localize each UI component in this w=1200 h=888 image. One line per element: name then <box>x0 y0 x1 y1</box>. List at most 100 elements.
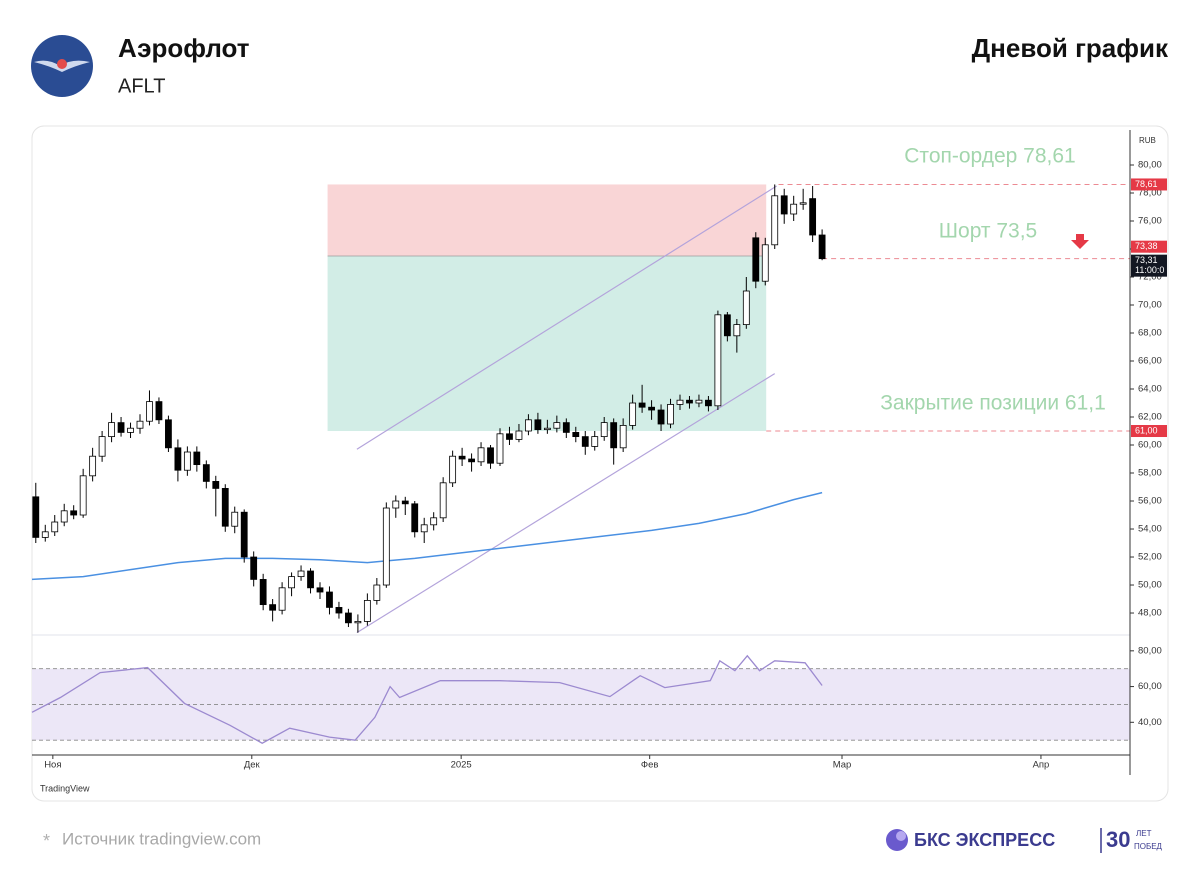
candle-body <box>610 422 618 449</box>
candle-body <box>288 576 295 589</box>
candle-body <box>316 587 324 593</box>
rsi-line <box>31 654 823 744</box>
chart-period: Дневой график <box>972 33 1169 63</box>
candle-body <box>600 422 608 438</box>
candle-body <box>809 198 817 236</box>
candle-body <box>619 425 627 449</box>
candle-body <box>174 447 182 471</box>
candle-body <box>515 430 523 440</box>
y-tick-label: 60,00 <box>1138 681 1162 692</box>
price-tag-label: 61,00 <box>1135 425 1158 435</box>
candle-body <box>771 195 779 246</box>
y-tick-label: 54,00 <box>1138 524 1162 535</box>
candle-body <box>686 399 693 404</box>
candle-body <box>32 496 40 538</box>
annotation: Стоп-ордер 78,61 <box>904 145 1075 168</box>
y-tick-label: 40,00 <box>1138 717 1162 728</box>
y-tick-label: 50,00 <box>1138 580 1162 591</box>
candle-body <box>401 500 409 505</box>
x-tick-label: Апр <box>1033 760 1050 771</box>
y-tick-label: 66,00 <box>1138 356 1162 367</box>
logo-emblem <box>57 59 67 69</box>
brand-years-bottom: ПОБЕД <box>1134 842 1163 851</box>
candle-body <box>41 531 49 538</box>
logo <box>31 35 93 97</box>
candle-body <box>212 481 220 489</box>
candle-body <box>382 507 390 586</box>
candle-body <box>818 234 826 260</box>
y-tick-label: 72,00 <box>1138 272 1162 283</box>
price-tag <box>1131 240 1167 253</box>
candle-body <box>761 244 769 282</box>
candle-body <box>146 401 153 422</box>
candle-body <box>487 447 494 464</box>
candle-body <box>525 419 532 432</box>
candle-body <box>411 503 419 533</box>
x-tick-label: Дек <box>244 760 261 771</box>
candle-body <box>449 455 457 484</box>
candle-body <box>799 202 807 205</box>
company-title: Аэрофлот <box>118 33 250 63</box>
candle-body <box>108 422 115 438</box>
position-zone <box>327 256 767 432</box>
brand-years: 30 <box>1106 827 1130 852</box>
y-tick-label: 78,00 <box>1138 188 1162 199</box>
position-zone <box>327 184 767 257</box>
candle-body <box>714 314 722 407</box>
x-tick-label: Ноя <box>44 760 61 771</box>
candle-body <box>354 621 362 624</box>
candle-body <box>98 436 106 457</box>
candle-body <box>240 511 248 558</box>
candle-body <box>705 399 712 407</box>
candle-body <box>695 399 703 404</box>
candle-body <box>733 324 741 337</box>
moving-average <box>31 491 823 581</box>
candle-body <box>79 475 87 516</box>
annotation: Закрытие позиции 61,1 <box>880 392 1106 415</box>
candle-body <box>202 464 210 482</box>
candle-body <box>553 422 561 429</box>
candle-body <box>326 591 333 608</box>
candle-body <box>420 524 428 533</box>
y-tick-label: 80,00 <box>1138 160 1162 171</box>
price-tag-label: 73,31 <box>1135 255 1158 265</box>
candle-body <box>155 401 163 421</box>
annotation: Шорт 73,5 <box>939 220 1037 243</box>
candle-body <box>117 422 125 433</box>
candle-body <box>562 422 570 433</box>
y-tick-label: 76,00 <box>1138 216 1162 227</box>
candle-body <box>392 500 400 509</box>
short-arrow <box>1071 234 1089 249</box>
candle-body <box>581 436 589 447</box>
y-tick-label: 68,00 <box>1138 328 1162 339</box>
candle-body <box>60 510 68 523</box>
brand-icon-highlight <box>896 831 906 841</box>
candle-body <box>363 600 371 622</box>
candle-body <box>458 455 466 460</box>
candle-body <box>506 433 513 440</box>
candle-body <box>780 195 788 215</box>
currency: RUB <box>1139 136 1156 145</box>
x-tick-label: Фев <box>641 760 659 771</box>
platform-label: TradingView <box>40 783 90 793</box>
candle-body <box>430 517 438 526</box>
x-tick-label: 2025 <box>451 760 472 771</box>
candle-body <box>742 290 750 326</box>
candle-body <box>638 402 646 408</box>
candle-body <box>629 402 637 426</box>
candle-body <box>534 419 542 431</box>
y-tick-label: 52,00 <box>1138 552 1162 563</box>
footnote-mark: * <box>43 831 50 851</box>
candle-body <box>70 510 78 516</box>
candle-body <box>278 587 286 611</box>
candle-body <box>269 604 277 611</box>
candle-body <box>231 511 239 527</box>
candle-body <box>648 406 655 411</box>
price-tag-label: 78,61 <box>1135 179 1158 189</box>
y-tick-label: 64,00 <box>1138 384 1162 395</box>
candle-body <box>373 584 381 601</box>
channel-line <box>356 185 777 450</box>
candle-body <box>752 237 760 282</box>
